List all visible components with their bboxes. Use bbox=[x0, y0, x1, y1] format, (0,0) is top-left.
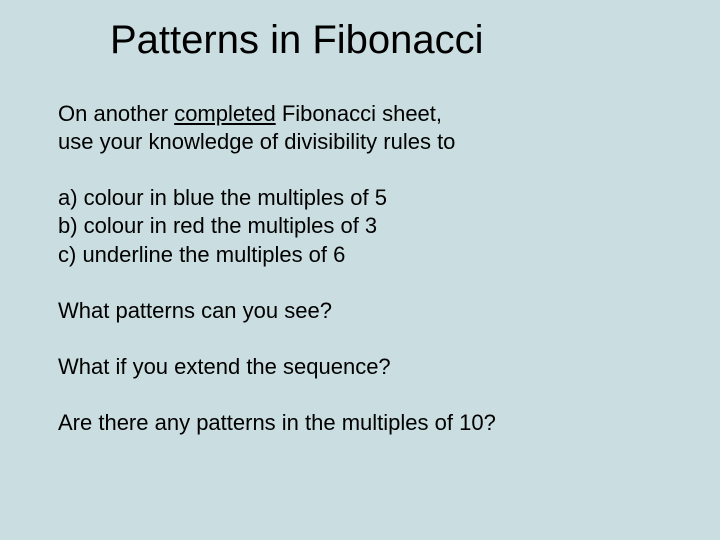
intro-line1-pre: On another bbox=[58, 101, 174, 126]
question-2: What if you extend the sequence? bbox=[58, 353, 668, 381]
intro-line1-post: Fibonacci sheet, bbox=[276, 101, 442, 126]
slide: Patterns in Fibonacci On another complet… bbox=[0, 0, 720, 540]
slide-body: On another completed Fibonacci sheet, us… bbox=[58, 100, 668, 465]
item-c: c) underline the multiples of 6 bbox=[58, 242, 345, 267]
item-b: b) colour in red the multiples of 3 bbox=[58, 213, 377, 238]
item-a: a) colour in blue the multiples of 5 bbox=[58, 185, 387, 210]
items-list: a) colour in blue the multiples of 5 b) … bbox=[58, 184, 668, 268]
slide-title: Patterns in Fibonacci bbox=[110, 18, 484, 63]
intro-line2: use your knowledge of divisibility rules… bbox=[58, 129, 455, 154]
question-3: Are there any patterns in the multiples … bbox=[58, 409, 668, 437]
intro-line1-underlined: completed bbox=[174, 101, 276, 126]
intro-paragraph: On another completed Fibonacci sheet, us… bbox=[58, 100, 668, 156]
question-1: What patterns can you see? bbox=[58, 297, 668, 325]
